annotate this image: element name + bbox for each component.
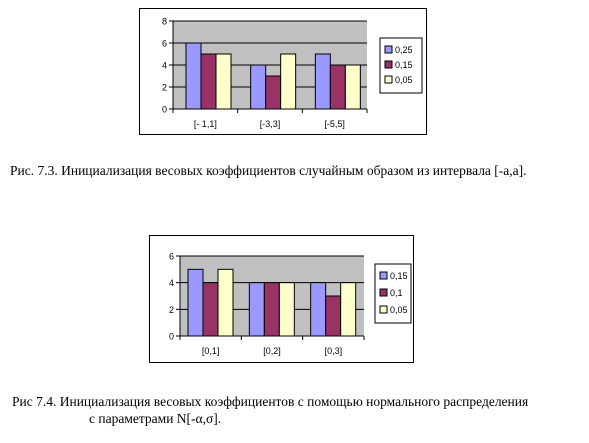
bar	[217, 268, 234, 337]
y-tick-label: 2	[162, 83, 167, 93]
bar	[325, 295, 342, 337]
legend-swatch	[379, 305, 388, 314]
x-tick-label: [0,2]	[263, 346, 281, 356]
bar	[278, 282, 295, 337]
y-tick-label: 6	[162, 39, 167, 49]
legend-label: 0,05	[395, 75, 413, 85]
bar	[329, 64, 346, 110]
x-tick-label: [0,1]	[202, 346, 220, 356]
y-tick-label: 4	[169, 278, 174, 288]
y-tick-label: 0	[169, 332, 174, 342]
y-tick-label: 4	[162, 61, 167, 71]
bar	[200, 53, 217, 110]
bar	[263, 282, 280, 337]
legend-swatch	[384, 75, 393, 84]
bar	[215, 53, 232, 110]
bar	[185, 42, 202, 110]
legend-swatch	[379, 271, 388, 280]
chart-figure-7-3: 0 2 4 6 8 [- 1,1] [-3,3] [-5,5] 0,25 0,15 0,05	[139, 8, 427, 135]
bar	[265, 75, 282, 110]
bar	[310, 282, 327, 337]
caption-figure-7-4-line2: с параметрами N[-α,σ].	[89, 411, 222, 426]
x-tick-label: [-3,3]	[260, 119, 281, 129]
x-tick-label: [- 1,1]	[194, 119, 217, 129]
bar	[344, 64, 361, 110]
y-tick-label: 6	[169, 252, 174, 262]
legend-swatch	[379, 288, 388, 297]
legend-label: 0,15	[395, 60, 413, 70]
legend-swatch	[384, 60, 393, 69]
x-tick-label: [0,3]	[325, 346, 343, 356]
caption-figure-7-4-line1: Рис 7.4. Инициализация весовых коэффицие…	[12, 394, 529, 409]
bar-chart-7-4: 0 2 4 6 [0,1] [0,2] [0,3] 0,15 0,1 0,05	[169, 252, 412, 356]
y-tick-label: 2	[169, 305, 174, 315]
bar	[340, 282, 357, 337]
bar	[248, 282, 265, 337]
chart-figure-7-4: 0 2 4 6 [0,1] [0,2] [0,3] 0,15 0,1 0,05	[149, 235, 414, 363]
bar	[314, 53, 331, 110]
x-tick-label: [-5,5]	[324, 119, 345, 129]
legend-swatch	[384, 45, 393, 54]
y-tick-label: 8	[162, 17, 167, 27]
legend-label: 0,1	[390, 288, 403, 298]
y-tick-label: 0	[162, 105, 167, 115]
bar	[280, 53, 297, 110]
legend-label: 0,05	[390, 305, 408, 315]
bar-chart-7-3: 0 2 4 6 8 [- 1,1] [-3,3] [-5,5] 0,25 0,15 0,05	[162, 17, 423, 129]
bar	[250, 64, 267, 110]
bar	[202, 282, 219, 337]
bar	[187, 268, 204, 337]
legend-label: 0,15	[390, 271, 408, 281]
legend-label: 0,25	[395, 45, 413, 55]
caption-figure-7-3: Рис. 7.3. Инициализация весовых коэффици…	[10, 163, 527, 178]
